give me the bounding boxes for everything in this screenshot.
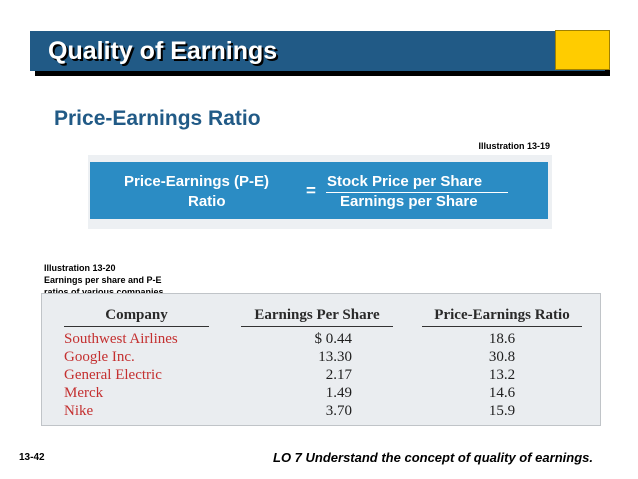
header-underline-pe — [422, 326, 582, 327]
title-bar: Quality of Earnings — [30, 31, 605, 71]
slide-title: Quality of Earnings — [48, 37, 278, 65]
slide-number: 13-42 — [19, 452, 45, 463]
table-row: Merck 1.49 14.6 — [42, 384, 600, 402]
table-row: General Electric 2.17 13.2 — [42, 366, 600, 384]
cell-eps: 3.70 — [325, 403, 352, 419]
header-eps: Earnings Per Share — [254, 307, 380, 323]
cell-eps: 13.30 — [318, 349, 352, 365]
formula-left-line1: Price-Earnings (P-E) — [124, 173, 270, 190]
formula-panel: Price-Earnings (P-E) Ratio = Stock Price… — [88, 155, 552, 229]
formula-numerator: Stock Price per Share — [327, 173, 483, 190]
formula-box: Price-Earnings (P-E) Ratio = Stock Price… — [90, 162, 548, 219]
table-row: Southwest Airlines $ 0.44 18.6 — [42, 330, 600, 348]
table-caption-line3: ratios of various companies — [44, 287, 164, 297]
title-accent-block — [555, 30, 610, 70]
cell-company: General Electric — [64, 367, 162, 383]
cell-pe: 14.6 — [488, 385, 516, 401]
cell-eps: $ 0.44 — [314, 331, 353, 347]
fraction-line — [326, 191, 508, 193]
illustration-label-13-19: Illustration 13-19 — [478, 141, 550, 151]
cell-company: Nike — [64, 403, 94, 419]
cell-pe: 13.2 — [488, 367, 516, 383]
header-pe: Price-Earnings Ratio — [434, 307, 570, 323]
cell-eps: 2.17 — [325, 367, 352, 383]
table-caption-line2: Earnings per share and P-E — [44, 275, 162, 285]
learning-objective: LO 7 Understand the concept of quality o… — [273, 450, 593, 465]
cell-pe: 18.6 — [488, 331, 516, 347]
header-underline-eps — [241, 326, 393, 327]
cell-eps: 1.49 — [325, 385, 352, 401]
cell-pe: 30.8 — [488, 349, 516, 365]
formula-equals-sign: = — [306, 181, 316, 200]
cell-company: Merck — [64, 385, 104, 401]
formula-denominator: Earnings per Share — [340, 193, 478, 210]
table-row: Google Inc. 13.30 30.8 — [42, 348, 600, 366]
formula-left-line2: Ratio — [188, 193, 226, 210]
cell-pe: 15.9 — [488, 403, 516, 419]
table-caption-line1: Illustration 13-20 — [44, 263, 116, 273]
slide-subtitle: Price-Earnings Ratio — [54, 107, 261, 130]
cell-company: Google Inc. — [64, 349, 135, 365]
header-underline-company — [64, 326, 209, 327]
cell-company: Southwest Airlines — [64, 331, 178, 347]
company-ratio-table: Company Earnings Per Share Price-Earning… — [41, 293, 601, 426]
header-company: Company — [105, 307, 168, 323]
table-row: Nike 3.70 15.9 — [42, 402, 600, 420]
table-caption: Illustration 13-20 Earnings per share an… — [44, 262, 164, 298]
